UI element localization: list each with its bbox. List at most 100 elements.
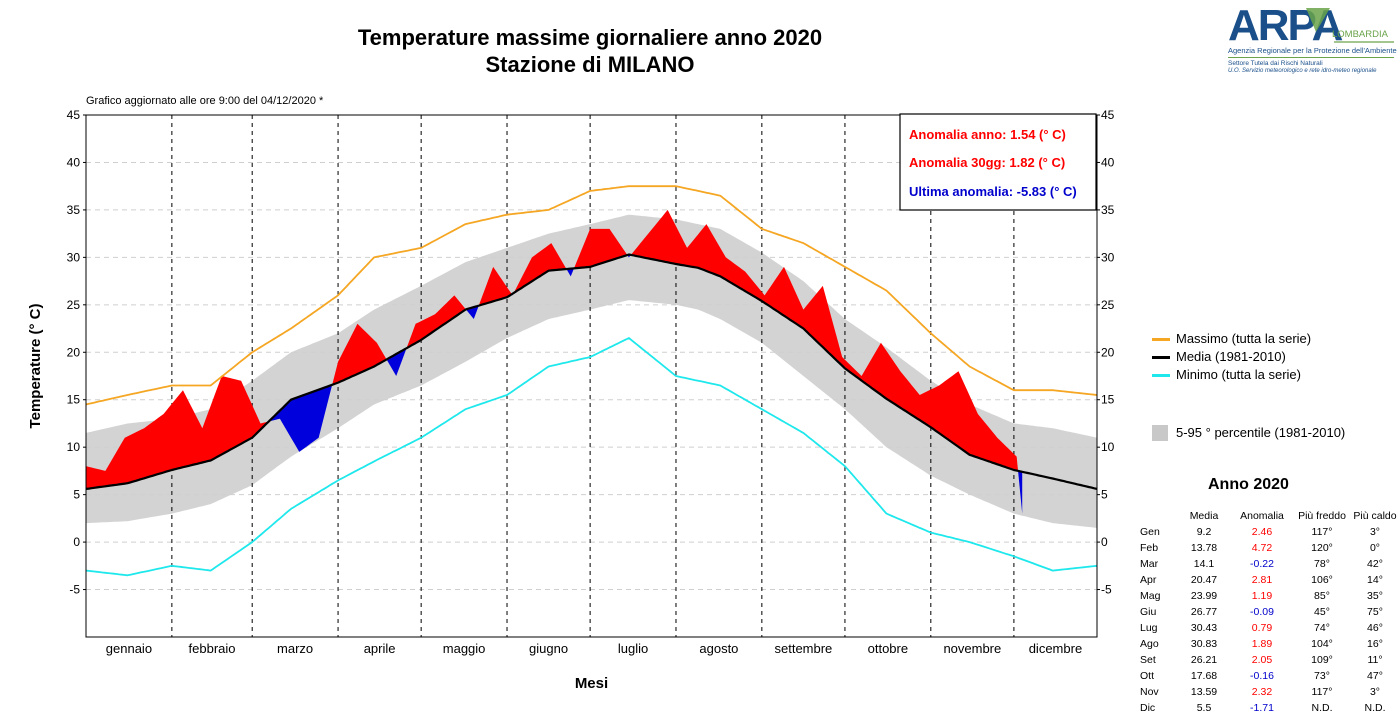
y-tick-label-left-5: 5 xyxy=(73,488,80,502)
table-cell: 13.78 xyxy=(1190,542,1218,554)
table-cell: 26.21 xyxy=(1190,654,1218,666)
y-tick-label-left-10: 10 xyxy=(67,440,81,454)
table-cell: Ago xyxy=(1140,638,1159,650)
table-cell: 74° xyxy=(1314,622,1330,634)
table-cell: 2.32 xyxy=(1251,686,1273,698)
table-cell: N.D. xyxy=(1364,702,1386,714)
arpa-logo: ARPA LOMBARDIA Agenzia Regionale per la … xyxy=(1228,1,1398,82)
x-tick-label-febbraio: febbraio xyxy=(189,641,236,656)
monthly-summary-table: Media Anomalia Più freddo Più caldo Gen 9… xyxy=(1137,508,1400,716)
table-cell: Mag xyxy=(1140,590,1161,602)
table-cell: 20.47 xyxy=(1190,574,1218,586)
table-cell: 5.5 xyxy=(1196,702,1212,714)
table-header-anomalia: Anomalia xyxy=(1240,510,1284,522)
y-tick-label-left-45: 45 xyxy=(67,108,81,122)
table-cell: Nov xyxy=(1140,686,1159,698)
y-tick-label-left-0: 0 xyxy=(73,535,80,549)
table-header-row: Media Anomalia Più freddo Più caldo xyxy=(1137,508,1400,524)
arpa-sector: Settore Tutela dai Rischi Naturali xyxy=(1228,60,1323,67)
table-cell: 1.89 xyxy=(1251,638,1273,650)
table-cell: 106° xyxy=(1311,574,1333,586)
table-cell: 30.83 xyxy=(1190,638,1218,650)
temperature-chart: -5 -5 0 0 5 5 10 10 15 15 20 20 25 25 30 30 35 35 40 40 45 45… xyxy=(27,108,1115,692)
table-cell: -0.09 xyxy=(1250,606,1274,618)
x-tick-label-dicembre: dicembre xyxy=(1029,641,1082,656)
table-cell: Feb xyxy=(1140,542,1159,554)
x-tick-label-maggio: maggio xyxy=(443,641,486,656)
table-cell: Mar xyxy=(1140,558,1159,570)
table-cell: 4.72 xyxy=(1251,542,1273,554)
y-tick-label-right-5: 5 xyxy=(1101,488,1108,502)
table-header-media: Media xyxy=(1189,510,1219,522)
arpa-tagline: Agenzia Regionale per la Protezione dell… xyxy=(1228,46,1397,55)
legend-swatch-band xyxy=(1152,425,1168,441)
anomaly-box: Anomalia anno: 1.54 (° C) Anomalia 30gg:… xyxy=(899,113,1097,211)
table-cell: 117° xyxy=(1311,686,1333,698)
table-cell: Apr xyxy=(1140,574,1157,586)
table-header-piu-caldo: Più caldo xyxy=(1353,510,1397,522)
x-tick-label-marzo: marzo xyxy=(277,641,313,656)
table-cell: 30.43 xyxy=(1190,622,1218,634)
series-line-minimo xyxy=(85,337,1098,577)
table-cell: -0.16 xyxy=(1250,670,1274,682)
table-row: Ago 30.83 1.89 104° 16° xyxy=(1137,636,1400,652)
legend-label-max: Massimo (tutta la serie) xyxy=(1176,331,1312,346)
table-cell: 104° xyxy=(1311,638,1333,650)
y-tick-label-right-35: 35 xyxy=(1101,203,1115,217)
anomaly-box-frame xyxy=(899,113,1097,211)
legend-swatch-min xyxy=(1152,374,1170,377)
chart-title-block: Temperature massime giornaliere anno 202… xyxy=(290,24,890,78)
x-tick-label-settembre: settembre xyxy=(774,641,832,656)
y-tick-label-right-15: 15 xyxy=(1101,393,1115,407)
positive-anomaly-area xyxy=(86,209,1019,489)
table-cell: 14.1 xyxy=(1193,558,1215,570)
table-cell: 2.81 xyxy=(1251,574,1273,586)
table-cell: 35° xyxy=(1367,590,1383,602)
legend-label-min: Minimo (tutta la serie) xyxy=(1176,367,1301,382)
table-cell: 26.77 xyxy=(1190,606,1218,618)
axis-layer: -5 -5 0 0 5 5 10 10 15 15 20 20 25 25 30 30 35 35 40 40 45 45… xyxy=(27,108,1115,692)
x-tick-label-agosto: agosto xyxy=(699,641,738,656)
y-tick-label-right-45: 45 xyxy=(1101,108,1115,122)
table-cell: -1.71 xyxy=(1250,702,1274,714)
arpa-service: U.O. Servizio meteorologico e rete idro-… xyxy=(1228,68,1377,74)
arpa-region: LOMBARDIA xyxy=(1332,29,1389,40)
update-note: Grafico aggiornato alle ore 9:00 del 04/… xyxy=(86,95,324,107)
table-cell: 2.46 xyxy=(1251,526,1273,538)
y-tick-label-left-20: 20 xyxy=(67,345,81,359)
table-header-month xyxy=(1137,508,1178,524)
table-cell: 120° xyxy=(1311,542,1333,554)
chart-title: Temperature massime giornaliere anno 202… xyxy=(357,25,823,50)
table-cell: 47° xyxy=(1367,670,1383,682)
table-cell: Set xyxy=(1140,654,1156,666)
table-row: Gen 9.2 2.46 117° 3° xyxy=(1137,524,1400,540)
table-cell: N.D. xyxy=(1311,702,1333,714)
legend-swatch-max xyxy=(1152,338,1170,341)
table-cell: Dic xyxy=(1140,702,1156,714)
y-axis-label: Temperature (° C) xyxy=(27,304,44,429)
table-cell: 117° xyxy=(1311,526,1333,538)
table-row: Lug 30.43 0.79 74° 46° xyxy=(1137,620,1400,636)
table-cell: 0° xyxy=(1369,542,1381,554)
anomaly-year: Anomalia anno: 1.54 (° C) xyxy=(909,127,1066,142)
logo-divider xyxy=(1228,57,1394,58)
table-cell: 11° xyxy=(1367,654,1383,666)
table-cell: 14° xyxy=(1367,574,1383,586)
table-cell: 46° xyxy=(1367,622,1383,634)
y-tick-label-left-15: 15 xyxy=(67,393,81,407)
grid-layer xyxy=(86,114,1097,637)
table-cell: Ott xyxy=(1140,670,1155,682)
table-cell: 85° xyxy=(1314,590,1330,602)
table-cell: 0.79 xyxy=(1251,622,1273,634)
series-layer xyxy=(85,185,1098,577)
x-axis-label: Mesi xyxy=(575,675,608,692)
plot-frame xyxy=(85,114,1098,638)
table-cell: 73° xyxy=(1314,670,1330,682)
y-tick-label-left-40: 40 xyxy=(67,155,81,169)
table-cell: 16° xyxy=(1367,638,1383,650)
table-body: Gen 9.2 2.46 117° 3° Feb 13.78 4.72 120° 0° Mar 14.… xyxy=(1137,524,1400,716)
table-cell: 1.19 xyxy=(1251,590,1273,602)
legend-swatch-mean xyxy=(1152,356,1170,359)
y-tick-label-right-25: 25 xyxy=(1101,298,1115,312)
table-cell: 75° xyxy=(1367,606,1383,618)
